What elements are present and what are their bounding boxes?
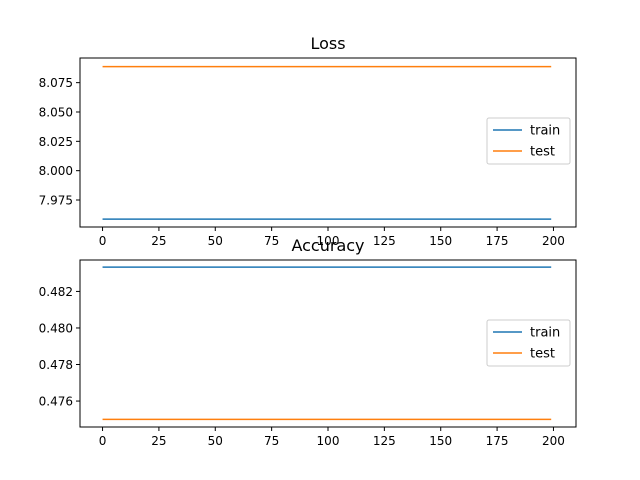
accuracy-x-tick-label: 0 [99,434,107,448]
loss-x-tick-label: 200 [542,234,565,248]
accuracy-x-tick-label: 75 [264,434,279,448]
accuracy-x-tick-label: 175 [486,434,509,448]
loss-y-tick-label: 8.075 [39,76,73,90]
accuracy-y-tick-label: 0.480 [39,321,73,335]
accuracy-legend: train test [486,319,571,367]
accuracy-y-tick-label: 0.476 [39,395,73,409]
loss-x-tick-label: 25 [151,234,166,248]
loss-x-tick-label: 0 [99,234,107,248]
accuracy-chart-title: Accuracy [291,236,364,255]
accuracy-x-tick-label: 125 [373,434,396,448]
loss-x-tick-label: 100 [317,234,340,248]
loss-y-tick-label: 8.000 [39,164,73,178]
accuracy-chart: 0 25 50 75 100 125 150 175 200 0.476 0.478 0.480 0.4… [39,236,577,448]
accuracy-legend-train-label: train [530,326,560,341]
loss-x-tick-label: 50 [208,234,223,248]
loss-x-tick-label: 175 [486,234,509,248]
accuracy-legend-test-label: test [530,347,555,362]
accuracy-x-tick-label: 150 [429,434,452,448]
loss-x-tick-label: 150 [429,234,452,248]
loss-legend: train test [486,117,571,165]
accuracy-x-tick-label: 100 [317,434,340,448]
loss-y-tick-label: 8.050 [39,105,73,119]
loss-legend-test-label: test [530,145,555,160]
loss-y-tick-label: 8.025 [39,135,73,149]
accuracy-y-tick-label: 0.478 [39,358,73,372]
loss-chart-title: Loss [310,34,345,53]
accuracy-x-tick-label: 50 [208,434,223,448]
loss-x-tick-label: 125 [373,234,396,248]
loss-x-tick-label: 75 [264,234,279,248]
accuracy-x-tick-label: 200 [542,434,565,448]
loss-y-tick-label: 7.975 [39,194,73,208]
loss-chart: 0 25 50 75 100 125 150 175 200 7.975 8.000 8.025 8.0… [39,34,577,248]
loss-legend-train-label: train [530,124,560,139]
accuracy-y-tick-label: 0.482 [39,285,73,299]
accuracy-x-tick-label: 25 [151,434,166,448]
